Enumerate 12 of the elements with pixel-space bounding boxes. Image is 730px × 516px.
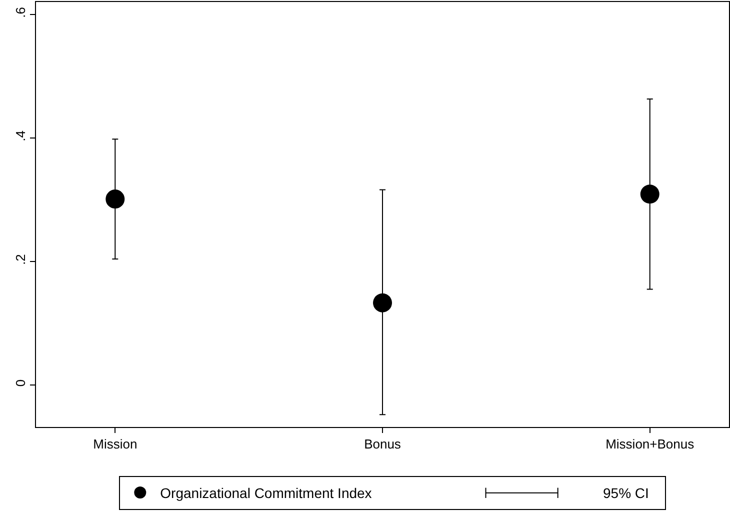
legend-label: Organizational Commitment Index (160, 484, 372, 501)
y-tick-label: .4 (12, 130, 28, 142)
point (373, 293, 392, 312)
x-tick-label: Bonus (364, 436, 402, 452)
x-tick-label: Mission+Bonus (606, 436, 695, 452)
y-tick-label: .6 (12, 6, 28, 18)
x-tick-label: Mission (93, 436, 138, 452)
y-tick-label: 0 (12, 379, 28, 387)
y-tick-label: .2 (12, 254, 28, 265)
point (106, 190, 125, 209)
point (640, 184, 660, 204)
text: 95% CI (603, 485, 649, 501)
